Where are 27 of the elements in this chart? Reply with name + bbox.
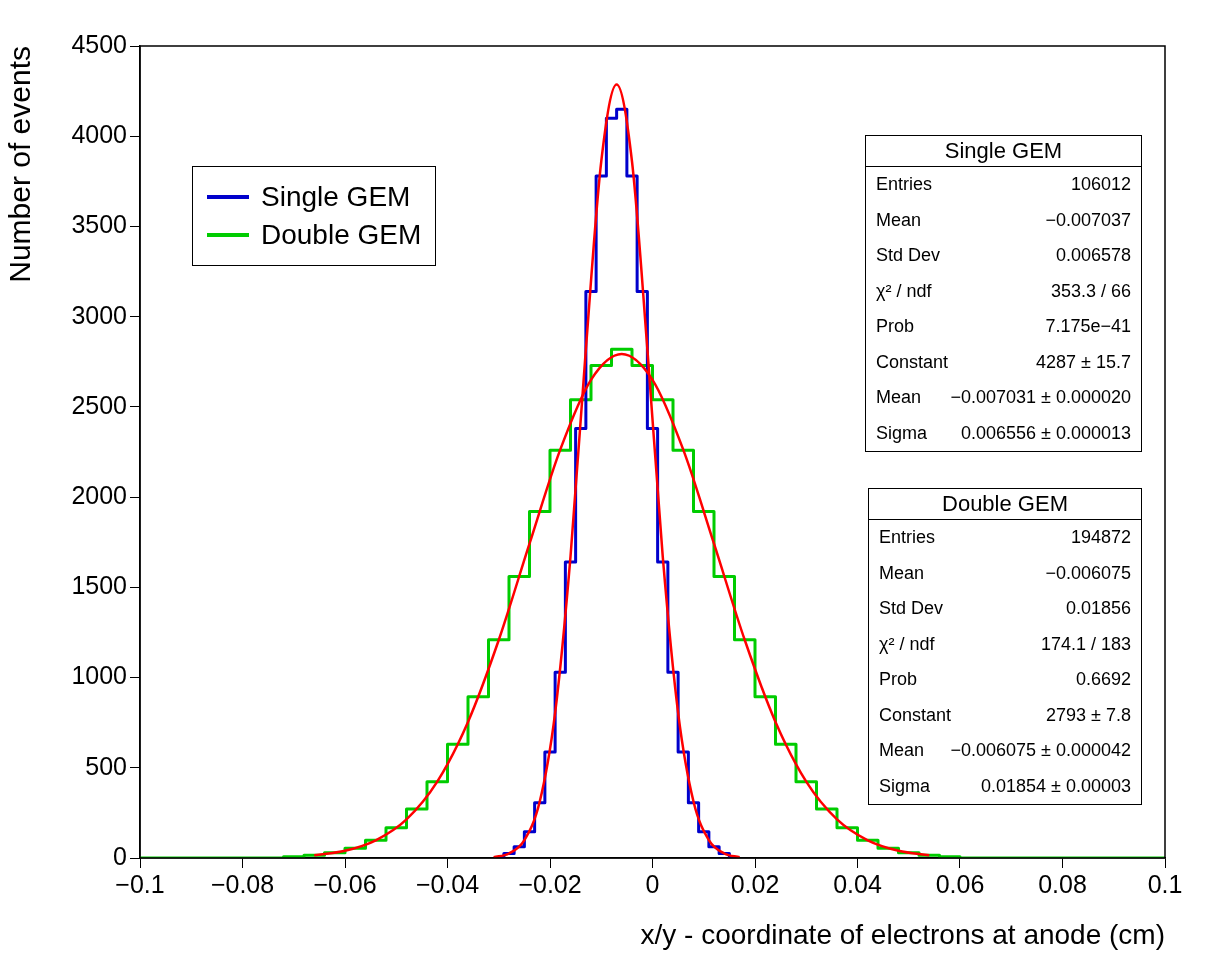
y-tick-label: 1500: [71, 571, 127, 600]
x-tick-label: 0.08: [1038, 869, 1087, 898]
legend-label: Single GEM: [261, 181, 411, 213]
x-tick-label: −0.06: [313, 869, 377, 898]
x-tick-label: 0: [645, 869, 660, 898]
x-tick-label: 0.1: [1147, 869, 1183, 898]
x-axis-title: x/y - coordinate of electrons at anode (cm): [640, 918, 1165, 950]
y-tick-label: 2500: [71, 390, 127, 419]
x-tick-label: 0.04: [833, 869, 882, 898]
y-axis-title: Number of events: [3, 46, 37, 283]
text: Single GEM Entries 106012 Mean −0.007037 Std Dev 0.006578 χ² / ndf 353.3 / 66 Prob 7.175e−41 Constant 4287 ± 15.7 Mean −0.007031 ± 0.000020 Sigma 0.006556 ± 0.000013: [876, 138, 1131, 443]
y-tick-label: 1000: [71, 661, 127, 690]
x-tick-label: −0.08: [210, 869, 275, 898]
x-tick-label: 0.02: [730, 869, 780, 898]
x-tick-label: 0.06: [935, 869, 985, 898]
x-tick-label: −0.04: [415, 869, 480, 898]
y-tick-label: 0: [113, 841, 127, 870]
text: Double GEM Entries 194872 Mean −0.006075 Std Dev 0.01856 χ² / ndf 174.1 / 183 Prob 0.6692 Constant 2793 ± 7.8 Mean −0.006075 ± 0.000042 Sigma 0.01854 ± 0.00003: [879, 491, 1131, 796]
y-tick-label: 3000: [71, 300, 127, 329]
y-tick-label: 2000: [71, 481, 127, 509]
x-tick-label: −0.02: [518, 869, 582, 898]
y-tick-label: 4000: [71, 120, 127, 149]
legend-label: Double GEM: [261, 219, 422, 251]
x-tick-label: −0.1: [115, 869, 165, 898]
y-tick-label: 500: [85, 751, 127, 780]
y-tick-label: 3500: [71, 210, 127, 239]
y-tick-label: 4500: [71, 29, 127, 58]
